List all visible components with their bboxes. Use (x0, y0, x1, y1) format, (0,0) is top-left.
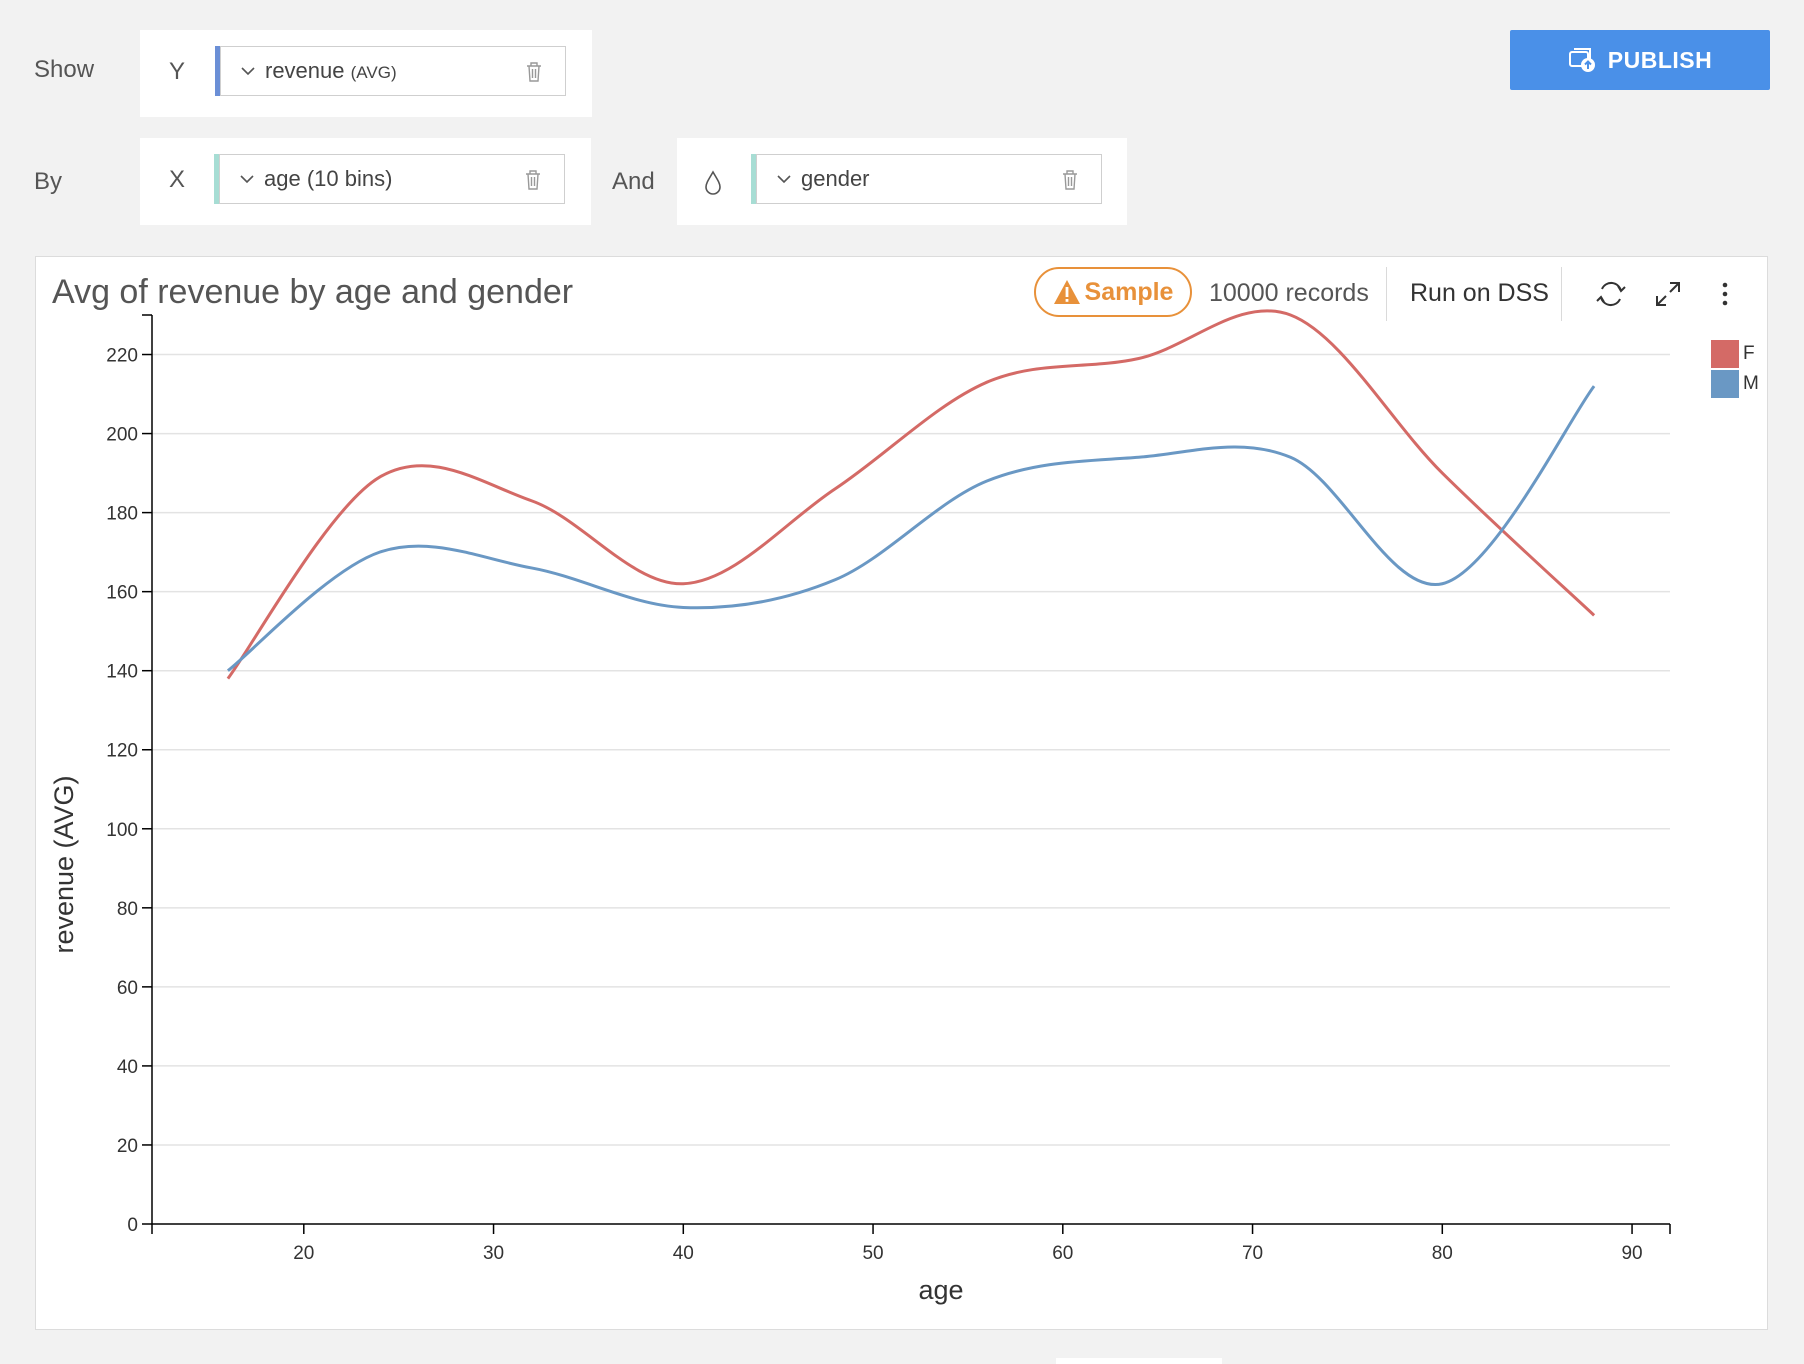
y-field-pill[interactable]: revenue (AVG) (215, 46, 566, 96)
line-chart: 0 20 40 60 80 100 120 140 160 180 200 220 20 30 40 50 60… (49, 309, 1671, 1305)
legend-swatch (1711, 370, 1739, 398)
color-field-accent (751, 154, 756, 204)
y-tick-label: 20 (117, 1136, 138, 1157)
legend-label: M (1743, 373, 1759, 394)
chevron-down-icon[interactable] (239, 62, 257, 80)
x-axis-well: X age (10 bins) (140, 138, 591, 225)
y-field-agg: (AVG) (350, 63, 397, 82)
x-tick-label: 70 (1242, 1243, 1263, 1264)
divider (1386, 267, 1387, 321)
chart-panel: Avg of revenue by age and gender Sample … (35, 256, 1768, 1330)
by-label: By (34, 168, 63, 195)
y-axis-title: revenue (AVG) (49, 775, 79, 953)
x-tick-label: 30 (483, 1243, 504, 1264)
legend-item-m[interactable]: M (1711, 369, 1759, 399)
series-line-f (226, 309, 1596, 680)
trash-icon[interactable] (522, 168, 544, 192)
x-axis-title: age (918, 1275, 963, 1305)
x-axis-letter: X (169, 166, 186, 193)
y-tick-label: 220 (106, 346, 138, 367)
x-field-accent (214, 154, 219, 204)
x-tick-label: 60 (1052, 1243, 1073, 1264)
y-tick-label: 100 (106, 820, 138, 841)
publish-label: PUBLISH (1607, 46, 1713, 73)
chart-title: Avg of revenue by age and gender (52, 273, 574, 311)
color-field-name: gender (801, 166, 870, 191)
x-tick-label: 90 (1621, 1243, 1642, 1264)
y-tick-label: 140 (106, 662, 138, 683)
color-well: gender (677, 138, 1127, 225)
publish-icon (1568, 48, 1595, 72)
warning-icon (1053, 280, 1080, 304)
chevron-down-icon[interactable] (238, 170, 256, 188)
refresh-icon[interactable] (1594, 277, 1628, 311)
legend-swatch (1711, 340, 1739, 368)
series-line-m (226, 385, 1596, 672)
y-axis-well: Y revenue (AVG) (140, 30, 592, 117)
y-tick-label: 0 (127, 1215, 138, 1236)
chevron-down-icon[interactable] (775, 170, 793, 188)
y-field-label: revenue (AVG) (265, 58, 397, 84)
y-tick-label: 200 (106, 425, 138, 446)
y-tick-label: 80 (117, 899, 138, 920)
expand-icon[interactable] (1651, 277, 1685, 311)
y-field-accent (215, 46, 220, 96)
legend-item-f[interactable]: F (1711, 339, 1759, 369)
more-options-icon[interactable] (1708, 277, 1742, 311)
trash-icon[interactable] (523, 60, 545, 84)
y-tick-label: 180 (106, 504, 138, 525)
x-field-pill[interactable]: age (10 bins) (214, 154, 565, 204)
y-tick-label: 40 (117, 1057, 138, 1078)
y-field-name: revenue (265, 58, 345, 83)
legend-label: F (1743, 343, 1755, 364)
publish-button[interactable]: PUBLISH (1510, 30, 1770, 90)
trash-icon[interactable] (1059, 168, 1081, 192)
sample-label: Sample (1084, 277, 1174, 306)
show-label: Show (34, 56, 95, 83)
and-label: And (612, 168, 655, 195)
run-on-dss-button[interactable]: Run on DSS (1410, 279, 1549, 307)
x-field-name: age (10 bins) (264, 166, 393, 191)
x-tick-label: 80 (1432, 1243, 1453, 1264)
y-tick-label: 120 (106, 741, 138, 762)
x-tick-label: 20 (293, 1243, 314, 1264)
x-tick-label: 40 (673, 1243, 694, 1264)
sample-badge[interactable]: Sample (1034, 267, 1192, 317)
y-tick-label: 160 (106, 583, 138, 604)
divider (1561, 267, 1562, 321)
bottom-tab-handle (1056, 1358, 1222, 1364)
droplet-icon (705, 170, 721, 195)
x-tick-label: 50 (862, 1243, 883, 1264)
y-axis-letter: Y (169, 58, 186, 85)
y-tick-label: 60 (117, 978, 138, 999)
color-field-pill[interactable]: gender (751, 154, 1102, 204)
records-count: 10000 records (1209, 279, 1369, 307)
